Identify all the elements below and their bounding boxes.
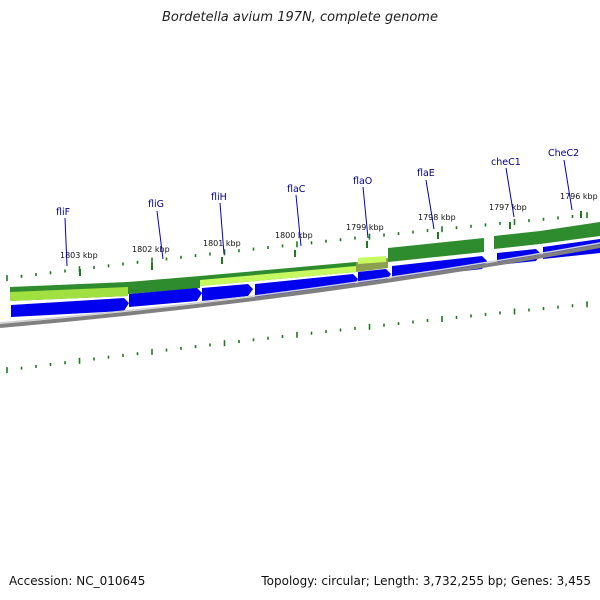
scale-label-1799: 1799 kbp [346, 223, 384, 232]
map-title: Bordetella avium 197N, complete genome [162, 10, 438, 25]
gene-label-flaC[interactable]: flaC [287, 184, 306, 195]
gene-arrow-fliF[interactable] [11, 298, 129, 317]
band-segment-7 [540, 222, 600, 244]
accession-label: Accession: NC_010645 [9, 574, 146, 588]
scale-label-1797: 1797 kbp [489, 203, 527, 212]
lower-tick-row [6, 301, 588, 374]
gene-label-cheC1[interactable]: cheC1 [491, 157, 521, 168]
gene-labels: fliF fliG fliH flaC flaO flaE cheC1 CheC… [56, 148, 579, 267]
scale-label-1801: 1801 kbp [203, 239, 241, 248]
gene-leader-flaO [362, 186, 369, 239]
genome-backbone [0, 244, 600, 328]
gene-arrow-fliG[interactable] [129, 288, 202, 307]
gene-label-flaO[interactable]: flaO [353, 176, 372, 187]
gene-leader-fliG [156, 210, 164, 260]
band-segment-6 [494, 231, 540, 249]
band-segment-1-light [10, 287, 128, 301]
scale-label-1803: 1803 kbp [60, 251, 98, 260]
gene-leader-fliH [219, 202, 225, 255]
band-segment-3-light [200, 266, 356, 286]
scale-label-1798: 1798 kbp [418, 213, 456, 222]
gene-label-fliF[interactable]: fliF [56, 207, 70, 218]
scale-markers: 1803 kbp 1802 kbp 1801 kbp 1800 kbp 1799… [60, 192, 598, 276]
scale-label-1800: 1800 kbp [275, 231, 313, 240]
genome-stats-label: Topology: circular; Length: 3,732,255 bp… [261, 574, 591, 588]
gene-label-fliG[interactable]: fliG [148, 199, 164, 210]
gene-label-fliH[interactable]: fliH [211, 192, 227, 203]
gene-arrow-fliH[interactable] [202, 284, 253, 301]
gene-label-CheC2[interactable]: CheC2 [548, 148, 579, 159]
gene-label-flaE[interactable]: flaE [417, 168, 435, 179]
gene-leader-CheC2 [563, 159, 573, 211]
upper-tick-row [6, 212, 588, 282]
gene-leader-fliF [64, 217, 68, 267]
gene-leader-flaC [295, 194, 302, 247]
scale-label-1796: 1796 kbp [560, 192, 598, 201]
gene-leader-flaE [425, 179, 435, 230]
scale-label-1802: 1802 kbp [132, 245, 170, 254]
band-segment-4-light [358, 256, 386, 264]
band-segment-5 [388, 238, 484, 262]
genome-backbone-shade [0, 242, 600, 324]
gc-band [10, 222, 600, 301]
gene-arrow-flaC[interactable] [255, 274, 358, 297]
gene-leader-cheC1 [505, 167, 515, 218]
gene-track [11, 239, 600, 317]
